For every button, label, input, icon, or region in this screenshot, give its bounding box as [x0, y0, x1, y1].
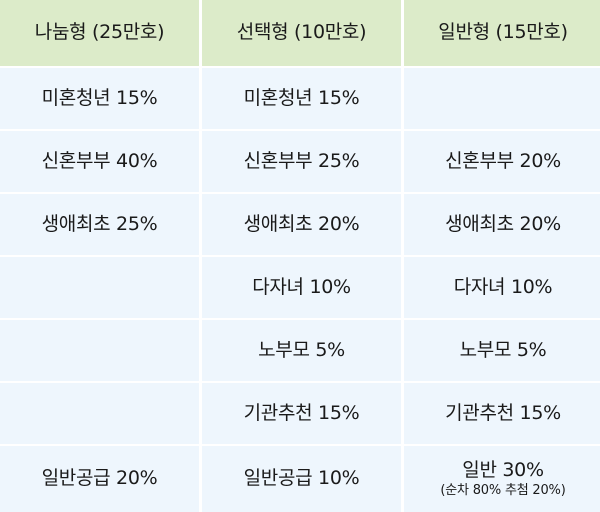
cell-r2-c1-text: 생애최초 20% — [243, 212, 360, 235]
header-choice-type: 선택형 (10만호) — [202, 0, 401, 66]
cell-r4-c0 — [0, 320, 199, 381]
header-general-type: 일반형 (15만호) — [404, 0, 600, 66]
cell-r6-c1: 일반공급 10% — [202, 446, 401, 512]
cell-r1-c1: 신혼부부 25% — [202, 131, 401, 192]
cell-r3-c0 — [0, 257, 199, 318]
cell-r4-c1: 노부모 5% — [202, 320, 401, 381]
cell-r6-c0-text: 일반공급 20% — [41, 467, 158, 490]
cell-r0-c2 — [404, 68, 600, 129]
cell-r5-c1: 기관추천 15% — [202, 383, 401, 444]
cell-r2-c0-text: 생애최초 25% — [41, 212, 158, 235]
cell-r5-c1-text: 기관추천 15% — [243, 401, 360, 424]
cell-r1-c2: 신혼부부 20% — [404, 131, 600, 192]
cell-r2-c2: 생애최초 20% — [404, 194, 600, 255]
header-sharing-type-label: 나눔형 (25만호) — [34, 21, 165, 44]
cell-r4-c2-text: 노부모 5% — [459, 338, 547, 361]
cell-r4-c2: 노부모 5% — [404, 320, 600, 381]
cell-r6-c2-text: 일반 30% — [462, 458, 544, 481]
cell-r0-c1: 미혼청년 15% — [202, 68, 401, 129]
cell-r3-c1-text: 다자녀 10% — [252, 275, 351, 298]
cell-r5-c2-text: 기관추천 15% — [445, 401, 561, 424]
header-sharing-type: 나눔형 (25만호) — [0, 0, 199, 66]
general-supply-breakdown-note: (순차 80% 추첨 20%) — [440, 482, 566, 498]
header-choice-type-label: 선택형 (10만호) — [236, 21, 367, 44]
cell-r2-c0: 생애최초 25% — [0, 194, 199, 255]
cell-r6-c2: 일반 30% (순차 80% 추첨 20%) — [404, 446, 600, 512]
cell-r5-c0 — [0, 383, 199, 444]
cell-r4-c1-text: 노부모 5% — [258, 338, 345, 361]
cell-r3-c2: 다자녀 10% — [404, 257, 600, 318]
cell-r3-c2-text: 다자녀 10% — [453, 275, 553, 298]
cell-r5-c2: 기관추천 15% — [404, 383, 600, 444]
cell-r1-c0: 신혼부부 40% — [0, 131, 199, 192]
cell-r1-c0-text: 신혼부부 40% — [41, 149, 158, 172]
cell-r2-c1: 생애최초 20% — [202, 194, 401, 255]
cell-r1-c2-text: 신혼부부 20% — [445, 149, 561, 172]
cell-r2-c2-text: 생애최초 20% — [445, 212, 561, 235]
cell-r0-c0: 미혼청년 15% — [0, 68, 199, 129]
cell-r0-c0-text: 미혼청년 15% — [41, 86, 158, 109]
header-general-type-label: 일반형 (15만호) — [438, 21, 568, 44]
cell-r1-c1-text: 신혼부부 25% — [243, 149, 360, 172]
cell-r3-c1: 다자녀 10% — [202, 257, 401, 318]
cell-r6-c1-text: 일반공급 10% — [243, 467, 360, 490]
cell-r6-c0: 일반공급 20% — [0, 446, 199, 512]
cell-r0-c1-text: 미혼청년 15% — [243, 86, 360, 109]
